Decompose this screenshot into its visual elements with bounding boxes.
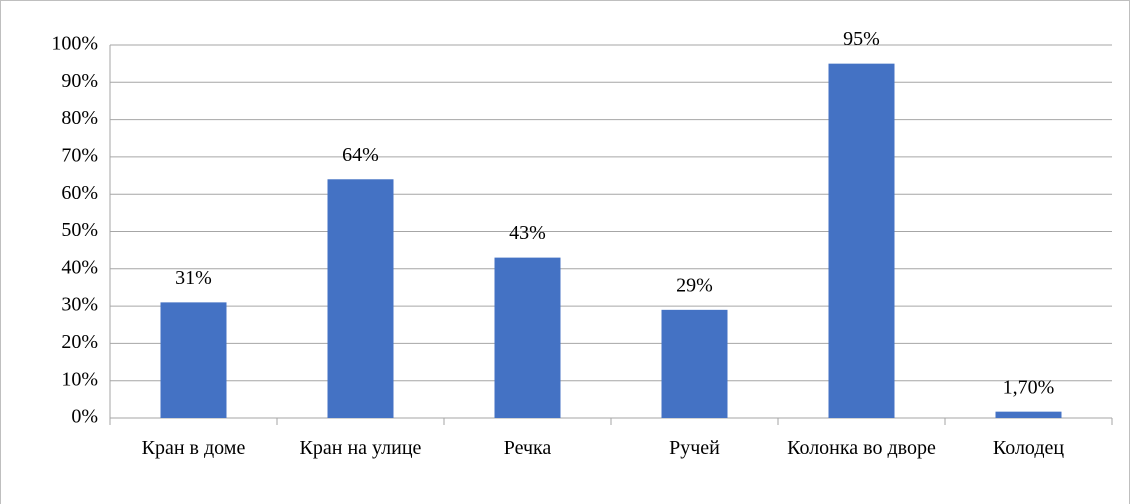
y-tick-label: 0% [71,406,98,428]
y-tick-label: 90% [61,70,98,92]
y-tick-label: 100% [51,33,98,55]
x-tick-label: Колонка во дворе [787,437,936,459]
bar [828,63,895,419]
y-tick-label: 40% [61,256,98,278]
x-tick-label: Колодец [992,437,1065,459]
bar [661,309,728,418]
y-tick-label: 60% [61,182,98,204]
y-tick-label: 30% [61,294,98,316]
x-tick-label: Ручей [669,437,720,459]
data-label: 1,70% [1003,376,1055,398]
bar [160,302,227,418]
x-tick-label: Кран на улице [299,437,422,459]
data-label: 29% [676,274,713,296]
y-tick-label: 20% [61,331,98,353]
data-label: 31% [175,267,212,289]
bar [494,257,561,418]
data-label: 43% [509,222,546,244]
data-label: 95% [843,28,880,50]
x-tick-label: Кран в доме [141,437,246,459]
data-label: 64% [342,144,379,166]
y-tick-label: 10% [61,368,98,390]
y-tick-label: 70% [61,144,98,166]
y-tick-label: 80% [61,107,98,129]
bar [327,179,394,418]
x-tick-label: Речка [503,437,552,459]
bar [995,411,1062,418]
y-tick-label: 50% [61,219,98,241]
